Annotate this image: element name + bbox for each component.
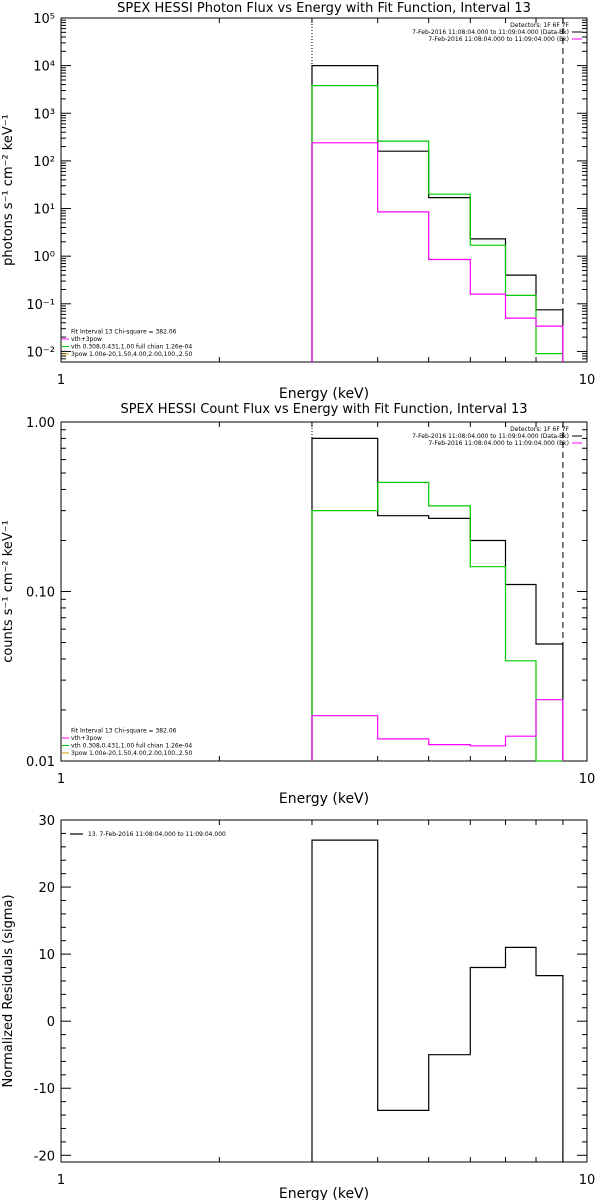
x-tick-label: 10 (579, 772, 596, 787)
annotation-bottom-left-line: 3pow 1.00e-20,1.50,4.00,2.00,100.,2.50 (71, 750, 192, 757)
annotation-bottom-left-line: Fit Interval 13 Chi-square = 382.06 (71, 329, 177, 336)
legend-entry: 13. 7-Feb-2016 11:08:04.000 to 11:09:04.… (88, 831, 226, 838)
series-fit-histogram (311, 85, 564, 362)
x-axis-label: Energy (keV) (279, 791, 369, 807)
annotation-bottom-left-line: vth 0.308,0.431,1.00 full chian 1.26e-04 (71, 743, 192, 750)
y-axis-label: Normalized Residuals (sigma) (1, 894, 16, 1087)
annotation-top-right-line: 7-Feb-2016 11:08:04.000 to 11:09:04.000 … (412, 29, 569, 36)
series-thermal-histogram (311, 699, 564, 761)
y-tick-label: 10⁻¹ (26, 298, 55, 313)
x-tick-label: 1 (57, 373, 65, 388)
series-thermal-histogram (311, 142, 564, 362)
x-axis-label: Energy (keV) (279, 1186, 369, 1200)
plot-title: SPEX HESSI Photon Flux vs Energy with Fi… (117, 1, 531, 16)
annotation-bottom-left-line: vth+3pow (71, 336, 102, 343)
plot-panel-2: SPEX HESSI Count Flux vs Energy with Fit… (1, 402, 595, 807)
series-observed-histogram (311, 437, 564, 761)
annotation-bottom-left-line: Fit Interval 13 Chi-square = 382.06 (71, 728, 177, 735)
annotation-bottom-left-line: 3pow 1.00e-20,1.50,4.00,2.00,100.,2.50 (71, 351, 192, 358)
x-tick-label: 10 (579, 1173, 596, 1188)
annotation-top-right-line: 7-Feb-2016 11:08:04.000 to 11:09:04.000 … (428, 36, 569, 43)
x-tick-label: 10 (579, 373, 596, 388)
annotation-bottom-left-line: vth+3pow (71, 735, 102, 742)
y-tick-label: 10² (33, 155, 55, 170)
series-observed-histogram (311, 839, 564, 1162)
x-tick-label: 1 (57, 1173, 65, 1188)
annotation-top-right-line: Detectors: 1F 6F 7F (510, 426, 569, 433)
annotation-top-right-line: 7-Feb-2016 11:08:04.000 to 11:09:04.000 … (412, 433, 569, 440)
y-tick-label: 0 (47, 1015, 55, 1030)
y-tick-label: 1.00 (26, 416, 55, 431)
x-axis-label: Energy (keV) (279, 386, 369, 402)
series-fit-histogram (311, 481, 563, 762)
axes-frame (60, 17, 588, 363)
axes-frame (60, 421, 588, 762)
y-tick-label: 10³ (33, 107, 55, 122)
y-tick-label: 30 (38, 814, 55, 829)
plot-panel-1: SPEX HESSI Photon Flux vs Energy with Fi… (1, 1, 595, 402)
y-axis-label: photons s⁻¹ cm⁻² keV⁻¹ (1, 114, 16, 266)
y-tick-label: -20 (34, 1149, 55, 1164)
y-tick-label: 0.10 (26, 586, 55, 601)
annotation-top-right-line: Detectors: 1F 6F 7F (510, 22, 569, 29)
y-tick-label: 10 (38, 948, 55, 963)
plot-panel-3: 1 10 -20 -10 0 10 20 30 Energy (keV) Normalized R… (1, 814, 595, 1200)
x-tick-label: 1 (57, 772, 65, 787)
y-tick-label: 0.01 (26, 755, 55, 770)
y-tick-label: 10⁻² (26, 345, 55, 360)
annotation-bottom-left-line: vth 0.308,0.431,1.00 full chian 1.26e-04 (71, 344, 192, 351)
y-tick-label: 10⁵ (33, 12, 55, 27)
y-tick-label: 10⁰ (33, 250, 55, 265)
y-tick-label: 10⁴ (33, 60, 55, 75)
annotation-top-right-line: 7-Feb-2016 11:08:04.000 to 11:09:04.000 … (428, 440, 569, 447)
y-tick-label: 20 (38, 881, 55, 896)
plot-title: SPEX HESSI Count Flux vs Energy with Fit… (120, 402, 527, 417)
y-tick-label: 10¹ (33, 203, 55, 218)
y-tick-label: -10 (34, 1082, 55, 1097)
axes-frame (60, 819, 588, 1163)
y-axis-label: counts s⁻¹ cm⁻² keV⁻¹ (1, 520, 16, 663)
